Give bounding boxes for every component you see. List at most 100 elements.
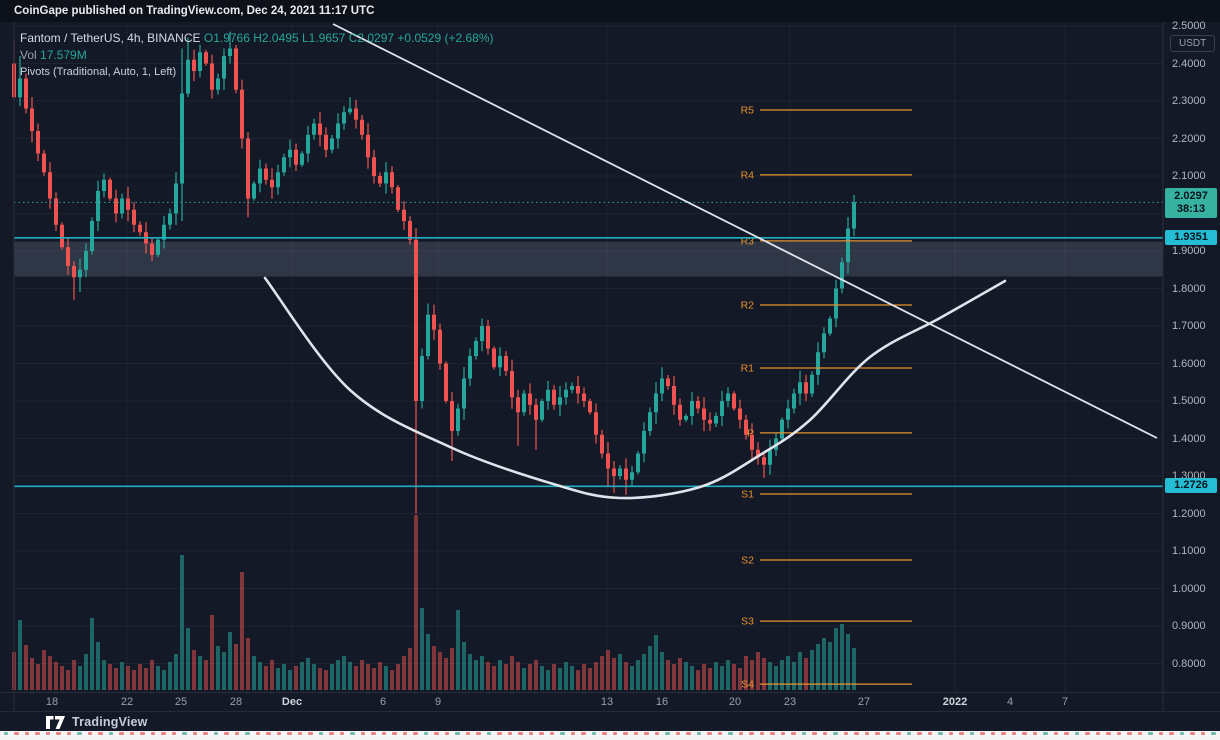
candlesticks [12, 31, 856, 514]
edge-candle-sliver [413, 732, 418, 735]
edge-candle-sliver [1011, 732, 1016, 735]
edge-candle-sliver [434, 732, 439, 735]
edge-candle-sliver [287, 732, 292, 735]
edge-candle-sliver [948, 732, 953, 735]
edge-candle-sliver [203, 732, 208, 735]
edge-candle-sliver [1116, 732, 1121, 735]
price-tick-label: 1.7000 [1172, 320, 1206, 332]
edge-candle-sliver [24, 732, 29, 735]
edge-candle-sliver [843, 732, 848, 735]
edge-candle-sliver [329, 732, 334, 735]
edge-candle-sliver [402, 732, 407, 735]
price-tick-label: 2.3000 [1172, 95, 1206, 107]
price-tick-label: 2.5000 [1172, 20, 1206, 33]
edge-candle-sliver [3, 732, 8, 735]
edge-candle-sliver [444, 732, 449, 735]
edge-candle-sliver [266, 732, 271, 735]
edge-candle-sliver [182, 732, 187, 735]
edge-candle-sliver [486, 732, 491, 735]
edge-candle-sliver [938, 732, 943, 735]
pivot-label-r4: R4 [741, 169, 755, 181]
time-tick-label: 13 [600, 696, 614, 708]
edge-candle-sliver [140, 732, 145, 735]
edge-candle-sliver [56, 732, 61, 735]
edge-candle-sliver [77, 732, 82, 735]
time-tick-label: 9 [434, 696, 442, 708]
pivot-label-s2: S2 [741, 555, 754, 567]
edge-candle-sliver [812, 732, 817, 735]
edge-candle-sliver [318, 732, 323, 735]
last-price-value: 2.0297 [1174, 190, 1208, 203]
edge-candle-sliver [696, 732, 701, 735]
currency-badge[interactable]: USDT [1170, 35, 1216, 52]
price-axis[interactable]: 2.50002.40002.30002.20002.10002.00001.90… [1163, 20, 1220, 692]
edge-candle-sliver [360, 732, 365, 735]
price-tick-label: 0.8000 [1172, 657, 1206, 670]
edge-candle-sliver [969, 732, 974, 735]
time-tick-label: 20 [728, 696, 742, 708]
time-tick-label: Dec [281, 696, 303, 708]
edge-candle-sliver [1211, 732, 1216, 735]
edge-candle-sliver [528, 732, 533, 735]
edge-candle-sliver [150, 732, 155, 735]
edge-candle-sliver [1137, 732, 1142, 735]
edge-candle-sliver [896, 732, 901, 735]
edge-candle-sliver [1022, 732, 1027, 735]
price-tick-label: 1.9000 [1172, 245, 1206, 257]
edge-candle-sliver [381, 732, 386, 735]
price-tick-label: 2.1000 [1172, 170, 1206, 182]
edge-candle-sliver [539, 732, 544, 735]
edge-candle-sliver [1001, 732, 1006, 735]
edge-candle-sliver [339, 732, 344, 735]
price-tick-label: 1.4000 [1172, 432, 1206, 445]
edge-candle-sliver [255, 732, 260, 735]
edge-candle-sliver [759, 732, 764, 735]
price-tick-label: 1.0000 [1172, 582, 1206, 595]
edge-candle-sliver [833, 732, 838, 735]
edge-candle-sliver [35, 732, 40, 735]
descending-trendline[interactable] [332, 23, 1158, 439]
price-tick-label: 2.2000 [1172, 132, 1206, 145]
grid-lines [14, 22, 1163, 692]
edge-candle-sliver [497, 732, 502, 735]
edge-candle-sliver [959, 732, 964, 735]
bar-countdown: 38:13 [1176, 203, 1206, 216]
edge-candle-sliver [45, 732, 50, 735]
edge-candle-sliver [675, 732, 680, 735]
price-tick-label: 0.9000 [1172, 620, 1206, 632]
edge-candle-sliver [549, 732, 554, 735]
price-tick-label: 1.6000 [1172, 357, 1206, 370]
tradingview-logo[interactable]: TradingView [46, 715, 148, 729]
edge-candle-sliver [518, 732, 523, 735]
edge-candle-sliver [465, 732, 470, 735]
edge-candle-sliver [476, 732, 481, 735]
price-tick-label: 1.1000 [1172, 545, 1206, 557]
footer-bar: TradingView [0, 711, 1220, 731]
supply-zone[interactable] [14, 241, 1163, 277]
edge-candle-sliver [1085, 732, 1090, 735]
edge-candle-sliver [1179, 732, 1184, 735]
edge-candle-sliver [1053, 732, 1058, 735]
edge-candle-sliver [623, 732, 628, 735]
edge-candle-sliver [560, 732, 565, 735]
time-tick-label: 22 [120, 696, 134, 708]
edge-candle-sliver [570, 732, 575, 735]
edge-candle-sliver [171, 732, 176, 735]
edge-candle-sliver [738, 732, 743, 735]
cup-curve-drawing[interactable] [263, 276, 1007, 500]
time-axis[interactable]: 18 22 25 28 Dec 6 9 13 16 20 23 27 2022 4 7 [0, 692, 1220, 711]
time-tick-label: 23 [783, 696, 797, 708]
edge-candle-sliver [686, 732, 691, 735]
edge-candle-sliver [780, 732, 785, 735]
last-price-tag: 2.0297 38:13 [1165, 188, 1217, 219]
edge-candle-sliver [297, 732, 302, 735]
edge-candle-sliver [455, 732, 460, 735]
edge-candle-sliver [906, 732, 911, 735]
edge-candle-sliver [864, 732, 869, 735]
pivot-label-s3: S3 [741, 616, 754, 628]
time-tick-label: 25 [174, 696, 188, 708]
edge-candle-sliver [581, 732, 586, 735]
tradingview-logo-text: TradingView [72, 715, 148, 729]
